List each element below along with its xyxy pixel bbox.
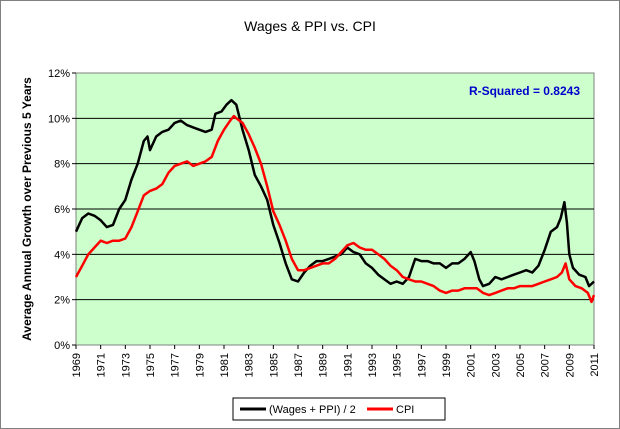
x-tick-label: 2003 xyxy=(490,353,502,377)
gridlines xyxy=(76,117,594,301)
x-tick-label: 1985 xyxy=(268,353,280,377)
y-tick-label: 12% xyxy=(48,68,70,80)
y-tick-label: 4% xyxy=(54,249,70,261)
x-tick-label: 2011 xyxy=(589,353,601,377)
x-tick-label: 1975 xyxy=(145,353,157,377)
chart-title: Wages & PPI vs. CPI xyxy=(244,18,376,34)
series-line-1 xyxy=(74,114,596,304)
x-tick-label: 1971 xyxy=(96,353,108,377)
y-axis-label: Average Annual Growth over Previous 5 Ye… xyxy=(20,77,34,341)
x-tick-label: 1999 xyxy=(441,353,453,377)
y-tick-label: 6% xyxy=(54,204,70,216)
x-tick-label: 1979 xyxy=(194,353,206,377)
legend-label-cpi: CPI xyxy=(396,404,414,416)
y-tick-label: 2% xyxy=(54,295,70,307)
x-tick-label: 1997 xyxy=(416,353,428,377)
x-tick-label: 1991 xyxy=(342,353,354,377)
x-tick-label: 1973 xyxy=(120,353,132,377)
y-tick-label: 10% xyxy=(48,113,70,125)
x-tick-label: 2005 xyxy=(515,353,527,377)
legend-label-wages-ppi: (Wages + PPI) / 2 xyxy=(269,404,356,416)
x-tick-label: 1969 xyxy=(71,353,83,377)
x-tick-label: 1977 xyxy=(170,353,182,377)
series-line-0 xyxy=(74,98,595,288)
y-tick-label: 8% xyxy=(54,159,70,171)
y-axis-ticks: 0% 2% 4% 6% 8% 10% 12% xyxy=(48,68,76,352)
x-tick-label: 1993 xyxy=(367,353,379,377)
x-tick-label: 2007 xyxy=(540,353,552,377)
x-tick-label: 2001 xyxy=(466,353,478,377)
x-axis-ticks: 1969 1971 1973 1975 1977 1979 1981 1983 1985 1987… xyxy=(71,345,601,377)
y-tick-label: 0% xyxy=(54,340,70,352)
legend: (Wages + PPI) / 2 CPI xyxy=(232,397,446,421)
legend-box xyxy=(232,397,446,421)
x-tick-label: 1989 xyxy=(318,353,330,377)
x-tick-label: 1983 xyxy=(244,353,256,377)
x-tick-label: 2009 xyxy=(564,353,576,377)
x-tick-label: 1981 xyxy=(219,353,231,377)
r-squared-annotation: R-Squared = 0.8243 xyxy=(469,84,580,98)
x-tick-label: 1987 xyxy=(293,353,305,377)
series-layer xyxy=(74,98,596,304)
x-tick-label: 1995 xyxy=(392,353,404,377)
